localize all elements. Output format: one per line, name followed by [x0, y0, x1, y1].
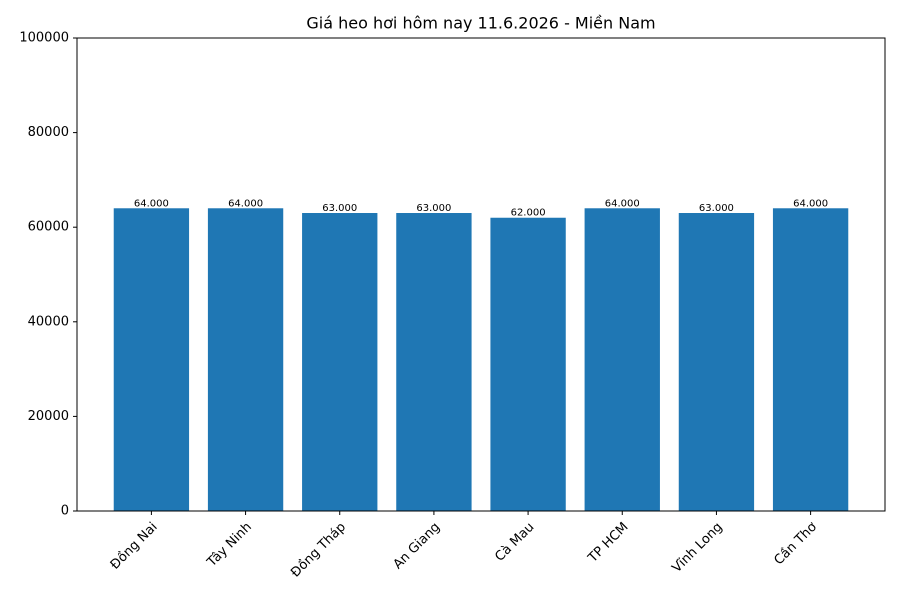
y-tick-label: 80000: [28, 125, 69, 140]
value-label: 63.000: [322, 203, 357, 214]
bar: [302, 213, 378, 511]
chart-title: Giá heo hơi hôm nay 11.6.2026 - Miền Nam: [306, 14, 655, 33]
plot-frame: [76, 37, 886, 512]
bar: [678, 213, 755, 511]
y-tick-label: 60000: [28, 220, 69, 235]
y-tick-label: 100000: [19, 31, 69, 46]
value-label: 62.000: [511, 208, 546, 219]
bar: [772, 208, 849, 511]
value-label: 64.000: [134, 198, 169, 209]
value-label: 64.000: [228, 198, 263, 209]
y-tick-label: 40000: [28, 314, 69, 329]
value-label: 64.000: [793, 198, 828, 209]
bar: [113, 208, 190, 511]
bar: [490, 217, 566, 512]
bar: [396, 213, 472, 511]
bar: [207, 208, 284, 511]
y-tick-label: 20000: [28, 409, 69, 424]
value-label: 64.000: [605, 198, 640, 209]
bar: [584, 208, 660, 511]
y-tick-label: 0: [61, 504, 69, 519]
value-label: 63.000: [699, 203, 734, 214]
value-label: 63.000: [416, 203, 451, 214]
